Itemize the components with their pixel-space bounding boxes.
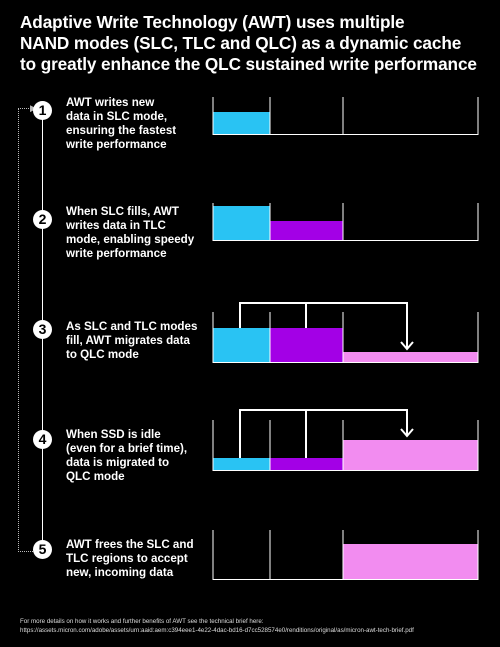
step-2-line: writes data in TLC (66, 219, 166, 232)
qlc-block (343, 440, 478, 470)
step-1-line: ensuring the fastest (66, 124, 177, 137)
step-5-line: TLC regions to accept (66, 552, 188, 565)
step-2-line: write performance (66, 247, 167, 260)
step-5-line: new, incoming data (66, 566, 174, 579)
title-line-2: NAND modes (SLC, TLC and QLC) as a dynam… (20, 33, 462, 53)
tlc-block (270, 328, 343, 362)
tlc-block (270, 458, 343, 470)
qlc-block (343, 352, 478, 362)
step-2-line: When SLC fills, AWT (66, 205, 179, 218)
step-5-number: 5 (33, 540, 52, 559)
step-4-cache-diagram (212, 409, 479, 471)
step-3-line: As SLC and TLC modes (66, 320, 198, 333)
slc-block (213, 458, 270, 470)
step-4-number: 4 (33, 430, 52, 449)
step-2-description: When SLC fills, AWT writes data in TLC m… (66, 205, 206, 261)
slc-block (213, 328, 270, 362)
cache-grid (212, 530, 479, 580)
step-5-cache-diagram (212, 530, 479, 580)
step-5-line: AWT frees the SLC and (66, 538, 194, 551)
cache-grid (212, 420, 479, 471)
tlc-block (270, 221, 343, 240)
step-4-line: data is migrated to (66, 456, 170, 469)
loop-back-connector (18, 108, 33, 552)
step-1-number: 1 (33, 101, 52, 120)
step-3-description: As SLC and TLC modes fill, AWT migrates … (66, 320, 206, 362)
cache-grid (212, 312, 479, 363)
step-5-description: AWT frees the SLC and TLC regions to acc… (66, 538, 206, 580)
footer-link[interactable]: https://assets.micron.com/adobe/assets/u… (20, 626, 414, 634)
step-2-line: mode, enabling speedy (66, 233, 195, 246)
step-3-number: 3 (33, 320, 52, 339)
step-4-line: QLC mode (66, 470, 125, 483)
step-2-number: 2 (33, 210, 52, 229)
title-line-3: to greatly enhance the QLC sustained wri… (20, 54, 477, 74)
migration-arrow-icon (239, 409, 414, 458)
footer-text: For more details on how it works and fur… (20, 618, 264, 625)
step-1-cache-diagram (212, 97, 479, 135)
footer-note: For more details on how it works and fur… (20, 618, 414, 635)
slc-block (213, 206, 270, 240)
step-1-line: AWT writes new (66, 96, 155, 109)
cache-grid (212, 97, 479, 135)
step-3-cache-diagram (212, 302, 479, 363)
title-line-1: Adaptive Write Technology (AWT) uses mul… (20, 12, 405, 32)
step-4-line: When SSD is idle (66, 428, 161, 441)
qlc-block (343, 544, 478, 579)
step-4-line: (even for a brief time), (66, 442, 188, 455)
step-3-line: to QLC mode (66, 348, 139, 361)
step-4-description: When SSD is idle (even for a brief time)… (66, 428, 206, 484)
step-1-line: write performance (66, 138, 167, 151)
slc-block (213, 112, 270, 134)
step-2-cache-diagram (212, 203, 479, 241)
step-3-line: fill, AWT migrates data (66, 334, 190, 347)
step-1-line: data in SLC mode, (66, 110, 168, 123)
page-title: Adaptive Write Technology (AWT) uses mul… (20, 12, 490, 75)
step-1-description: AWT writes new data in SLC mode, ensurin… (66, 96, 206, 152)
cache-grid (212, 203, 479, 241)
migration-arrow-icon (239, 302, 414, 351)
